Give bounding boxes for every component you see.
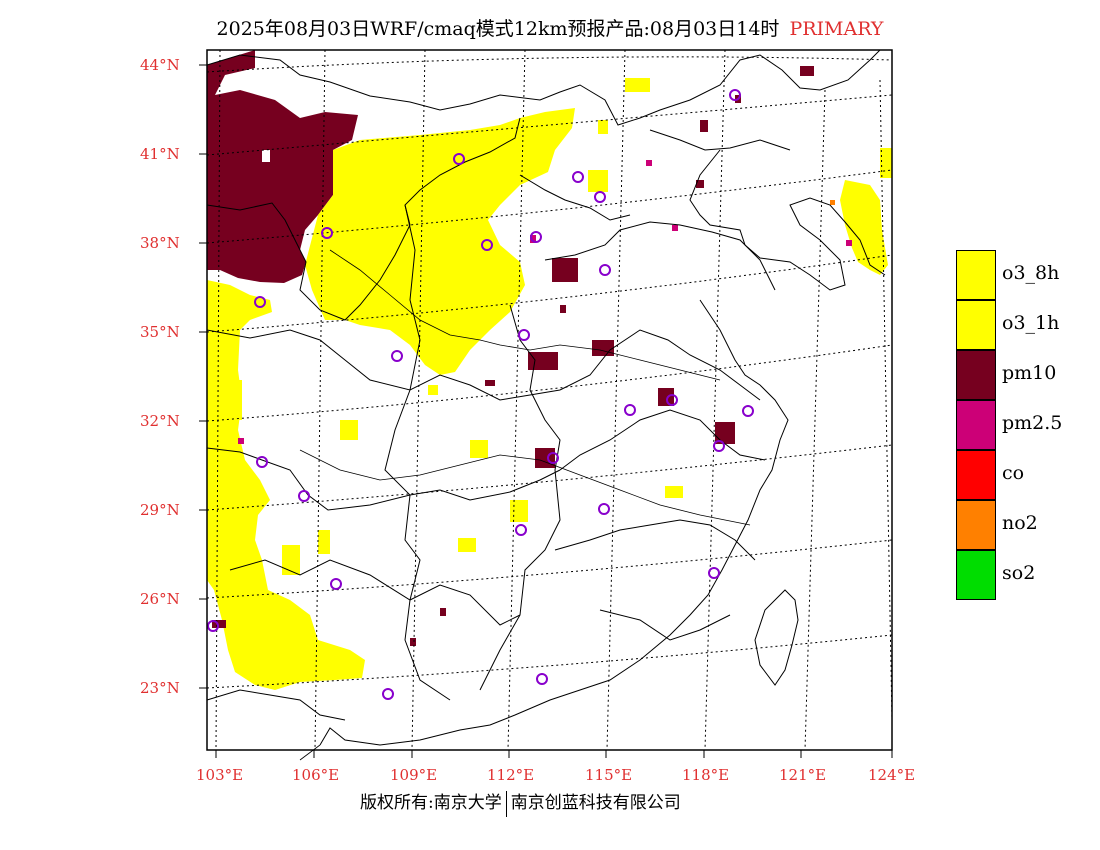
lon-label: 124°E (868, 766, 916, 784)
station-marker (599, 264, 611, 276)
lat-label: 41°N (140, 145, 180, 163)
lat-label: 23°N (140, 679, 180, 697)
lon-label: 121°E (779, 766, 827, 784)
station-marker (536, 673, 548, 685)
station-marker (254, 296, 266, 308)
o3-region-north (305, 108, 575, 375)
station-marker (453, 153, 465, 165)
lat-label: 32°N (140, 412, 180, 430)
map-title: 2025年08月03日WRF/cmaq模式12km预报产品:08月03日14时 P… (0, 14, 1100, 41)
station-marker (515, 524, 527, 536)
station-marker (321, 227, 333, 239)
legend-swatch (956, 400, 996, 450)
station-marker (518, 329, 530, 341)
legend-label: co (1002, 462, 1025, 484)
lon-label: 106°E (292, 766, 340, 784)
station-marker (530, 231, 542, 243)
lon-label: 115°E (585, 766, 633, 784)
title-main: 2025年08月03日WRF/cmaq模式12km预报产品:08月03日14时 (216, 18, 780, 40)
station-marker (481, 239, 493, 251)
station-marker (713, 440, 725, 452)
station-marker (594, 191, 606, 203)
lon-label: 103°E (196, 766, 244, 784)
legend-swatch (956, 350, 996, 400)
footer-right: 南京创蓝科技有限公司 (510, 793, 681, 813)
station-marker (572, 171, 584, 183)
graticule (206, 49, 893, 751)
lat-label: 26°N (140, 590, 180, 608)
legend-label: o3_8h (1002, 262, 1060, 284)
lat-label: 29°N (140, 501, 180, 519)
copyright-footer: 版权所有:南京大学 南京创蓝科技有限公司 (360, 788, 681, 817)
lon-label: 118°E (682, 766, 730, 784)
legend-swatch (956, 300, 996, 350)
legend-swatch (956, 550, 996, 600)
station-marker (382, 688, 394, 700)
legend-swatch (956, 500, 996, 550)
lat-label: 38°N (140, 234, 180, 252)
station-markers (207, 89, 754, 700)
station-marker (708, 567, 720, 579)
map-frame (206, 49, 893, 751)
station-marker (598, 503, 610, 515)
legend-swatch (956, 250, 996, 300)
boundaries (206, 49, 886, 761)
legend-swatch (956, 450, 996, 500)
station-marker (330, 578, 342, 590)
station-marker (256, 456, 268, 468)
axis-ticks (199, 64, 893, 758)
station-marker (742, 405, 754, 417)
lon-label: 109°E (390, 766, 438, 784)
footer-divider (505, 790, 507, 817)
legend-label: no2 (1002, 512, 1038, 534)
footer-left: 版权所有:南京大学 (360, 793, 502, 813)
pm10-region-northwest (207, 50, 358, 283)
station-marker (624, 404, 636, 416)
station-marker (298, 490, 310, 502)
legend-label: so2 (1002, 562, 1036, 584)
lat-label: 35°N (140, 323, 180, 341)
station-marker (666, 394, 678, 406)
title-highlight: PRIMARY (789, 18, 884, 40)
station-marker (729, 89, 741, 101)
legend-label: o3_1h (1002, 312, 1060, 334)
station-marker (547, 452, 559, 464)
legend-label: pm2.5 (1002, 412, 1063, 434)
lon-label: 112°E (487, 766, 535, 784)
station-marker (391, 350, 403, 362)
station-marker (207, 620, 219, 632)
lat-label: 44°N (140, 56, 180, 74)
legend-label: pm10 (1002, 362, 1057, 384)
